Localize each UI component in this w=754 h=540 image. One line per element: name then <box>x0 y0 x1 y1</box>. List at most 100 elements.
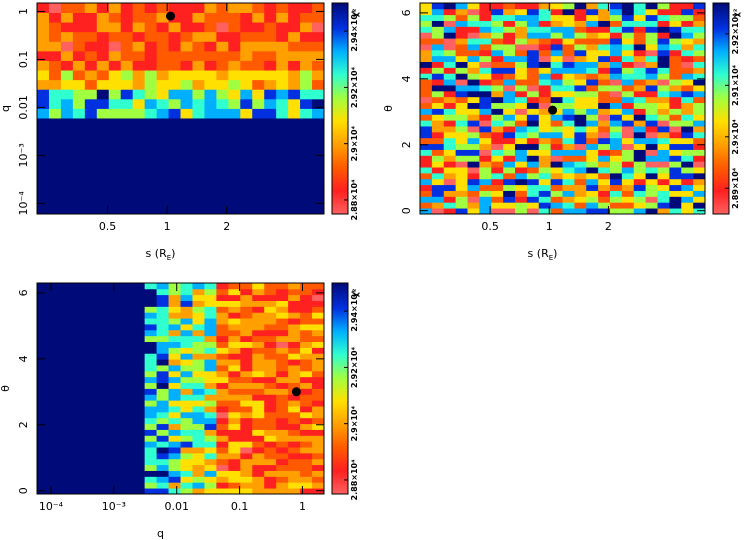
heatmap-cell <box>276 365 289 372</box>
heatmap-cell <box>443 67 457 74</box>
heatmap-cell <box>216 341 229 348</box>
heatmap-cell <box>168 452 181 460</box>
heatmap-cell <box>479 49 492 57</box>
heatmap-cell <box>455 126 468 133</box>
heatmap-cell <box>48 22 62 33</box>
heatmap-cell <box>180 476 193 483</box>
heatmap-cell <box>669 120 682 127</box>
heatmap-cell <box>467 44 480 51</box>
heatmap-cell <box>264 447 277 454</box>
heatmap-cell <box>467 67 480 74</box>
heatmap-cell <box>574 149 587 156</box>
heatmap-cell <box>431 208 445 215</box>
heatmap-cell <box>156 294 169 301</box>
heatmap-cell <box>586 184 599 191</box>
heatmap-cell <box>264 60 277 71</box>
heatmap-cell <box>120 79 134 90</box>
heatmap-cell <box>144 429 157 436</box>
heatmap-cell <box>693 155 706 162</box>
heatmap-cell <box>633 161 647 168</box>
heatmap-cell <box>108 89 122 100</box>
heatmap-cell <box>240 329 253 337</box>
heatmap-cell <box>526 102 540 109</box>
heatmap-cell <box>515 67 528 74</box>
heatmap-cell <box>156 376 169 384</box>
heatmap-cell <box>144 447 157 454</box>
heatmap-cell <box>562 184 575 191</box>
heatmap-cell <box>621 55 635 63</box>
heatmap-cell <box>120 50 134 61</box>
heatmap-cell <box>621 96 635 104</box>
heatmap-cell <box>574 161 587 168</box>
heatmap-cell <box>156 429 169 436</box>
heatmap-cell <box>526 67 540 74</box>
heatmap-cell <box>276 423 289 430</box>
heatmap-cell <box>132 22 146 33</box>
heatmap-cell <box>586 131 599 139</box>
heatmap-cell <box>491 96 504 104</box>
heatmap-cell <box>276 335 289 343</box>
heatmap-cell <box>657 3 670 10</box>
heatmap-cell <box>645 167 658 174</box>
heatmap-cell <box>264 31 277 42</box>
heatmap-cell <box>681 14 694 21</box>
heatmap-cell <box>467 32 480 39</box>
heatmap-cell <box>252 50 265 61</box>
heatmap-cell <box>60 98 74 109</box>
heatmap-cell <box>192 447 205 454</box>
heatmap-cell <box>491 38 504 45</box>
heatmap-cell <box>467 167 480 174</box>
heatmap-cell <box>669 149 682 156</box>
heatmap-cell <box>621 161 635 168</box>
heatmap-cell <box>526 114 540 121</box>
heatmap-cell <box>228 411 241 419</box>
heatmap-cell <box>491 120 504 127</box>
heatmap-cell <box>144 464 157 471</box>
heatmap-cell <box>288 394 301 401</box>
heatmap-cell <box>443 143 457 150</box>
heatmap-cell <box>669 61 682 68</box>
heatmap-cell <box>240 435 253 442</box>
heatmap-cell <box>288 382 301 389</box>
heatmap-cell <box>443 196 457 203</box>
heatmap-cell <box>192 359 205 366</box>
heatmap-cell <box>216 98 229 109</box>
heatmap-cell <box>168 435 181 442</box>
heatmap-cell <box>455 67 468 74</box>
heatmap-cell <box>515 44 528 51</box>
heatmap-cell <box>693 167 706 174</box>
heatmap-cell <box>216 283 229 290</box>
heatmap-cell <box>156 300 169 307</box>
heatmap-cell <box>228 470 241 477</box>
heatmap-cell <box>562 96 575 104</box>
heatmap-cell <box>503 114 516 121</box>
heatmap-cell <box>669 79 682 86</box>
heatmap-cell <box>264 98 277 109</box>
heatmap-cell <box>526 202 540 209</box>
heatmap-cell <box>216 347 229 354</box>
heatmap-cell <box>84 41 98 52</box>
heatmap-cell <box>120 12 134 23</box>
heatmap-cell <box>491 143 504 150</box>
heatmap-cell <box>633 190 647 197</box>
heatmap-cell <box>192 482 205 489</box>
heatmap-cell <box>192 353 205 360</box>
heatmap-cell <box>645 3 658 10</box>
heatmap-cell <box>681 79 694 86</box>
heatmap-cell <box>240 318 253 325</box>
heatmap-cell <box>156 365 169 372</box>
heatmap-cell <box>276 394 289 401</box>
heatmap-cell <box>491 102 504 109</box>
heatmap-cell <box>526 90 540 98</box>
heatmap-cell <box>252 341 265 348</box>
heatmap-cell <box>693 26 706 33</box>
heatmap-cell <box>37 98 50 109</box>
heatmap-cell <box>431 79 445 86</box>
heatmap-cell <box>515 126 528 133</box>
heatmap-cell <box>216 22 229 33</box>
heatmap-cell <box>156 353 169 360</box>
heatmap-cell <box>108 12 122 23</box>
heatmap-cell <box>491 8 504 16</box>
heatmap-cell <box>455 85 468 92</box>
